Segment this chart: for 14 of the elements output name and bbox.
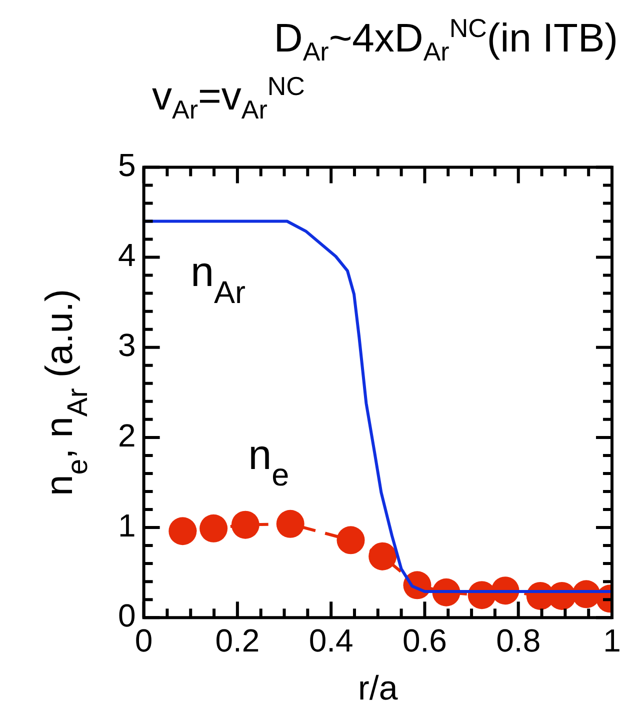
y-tick-label: 0: [118, 597, 136, 634]
x-tick-label: 0.6: [402, 622, 447, 659]
x-tick-label: 1: [603, 622, 621, 659]
y-axis-title: ne, nAr (a.u.): [39, 288, 94, 496]
y-tick-label: 5: [118, 147, 136, 184]
x-tick-label: 0.8: [496, 622, 541, 659]
y-tick-label: 3: [118, 327, 136, 364]
y-tick-label: 2: [118, 417, 136, 454]
y-tick-label: 4: [118, 237, 136, 274]
x-tick-label: 0.2: [215, 622, 260, 659]
x-axis-title: r/a: [358, 670, 398, 708]
y-tick-label: 1: [118, 507, 136, 544]
chart-title: D$_{Ar}$~4xD$_{Ar}$$^{NC}$(in ITB): [274, 13, 618, 66]
x-tick-label: 0.4: [308, 622, 354, 659]
